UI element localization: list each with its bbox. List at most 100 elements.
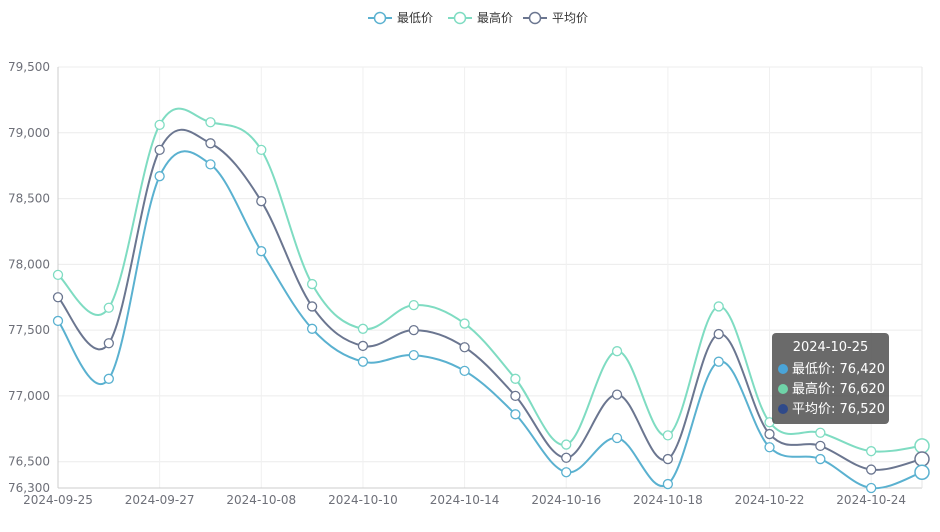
y-tick-label: 79,000 (8, 126, 50, 140)
data-point[interactable] (306, 301, 318, 312)
data-point[interactable] (662, 478, 674, 490)
tooltip-dot-low (778, 364, 788, 374)
legend-item-2[interactable]: 平均价 (523, 11, 588, 25)
legend-item-0[interactable]: 最低价 (368, 11, 433, 25)
data-point[interactable] (408, 349, 419, 361)
y-tick-label: 78,500 (8, 192, 50, 206)
tooltip-label-low: 最低价: (792, 362, 836, 377)
data-point[interactable] (662, 430, 674, 441)
data-point[interactable] (154, 119, 165, 131)
tooltip-date: 2024-10-25 (792, 340, 869, 355)
series-line-0 (57, 150, 923, 490)
legend-label: 最高价 (477, 10, 513, 25)
data-point[interactable] (256, 196, 267, 207)
data-point[interactable] (357, 356, 369, 367)
tooltip-value-low: 76,420 (839, 362, 886, 377)
data-point[interactable] (713, 301, 724, 312)
data-point[interactable] (510, 409, 521, 420)
tooltip-dot-avg (778, 404, 788, 414)
x-tick-label: 2024-10-18 (633, 493, 703, 507)
y-tick-label: 76,500 (8, 455, 50, 469)
data-point[interactable] (510, 373, 521, 384)
tooltip-dot-high (778, 384, 788, 394)
x-tick-label: 2024-09-27 (125, 493, 195, 507)
data-point[interactable] (561, 439, 572, 450)
data-point[interactable] (459, 342, 470, 353)
legend-label: 最低价 (397, 11, 433, 25)
data-point[interactable] (306, 278, 318, 290)
tooltip-row-high: 最高价: 76,620 (778, 380, 886, 400)
tooltip-value-avg: 76,520 (839, 402, 886, 417)
tooltip-row-low: 最低价: 76,420 (778, 360, 886, 380)
legend-swatch-marker (528, 11, 542, 25)
data-point[interactable] (459, 365, 470, 377)
data-point[interactable] (764, 428, 775, 440)
data-point[interactable] (815, 440, 826, 452)
tooltip-label-avg: 平均价: (792, 402, 836, 417)
legend-swatch-marker (373, 11, 387, 25)
x-tick-label: 2024-10-10 (328, 493, 398, 507)
data-point[interactable] (103, 302, 114, 313)
x-tick-label: 2024-10-14 (430, 493, 500, 507)
data-point[interactable] (205, 117, 216, 128)
data-point[interactable] (205, 138, 216, 149)
series-points (52, 117, 930, 494)
data-point[interactable] (154, 171, 165, 182)
data-point[interactable] (510, 390, 521, 402)
data-point[interactable] (256, 246, 267, 257)
chart-tooltip: 2024-10-25 最低价: 76,420 最高价: 76,620 平均价: … (772, 333, 889, 424)
data-point[interactable] (154, 144, 165, 156)
data-point[interactable] (764, 442, 775, 453)
data-point[interactable] (713, 328, 724, 340)
data-point[interactable] (815, 427, 826, 438)
legend-swatch-marker (453, 11, 467, 25)
data-point[interactable] (52, 269, 64, 281)
data-point[interactable] (256, 144, 267, 156)
axes: 76,300 76,500 77,000 77,500 78,000 78,500 79,0… (8, 60, 923, 507)
y-tick-label: 77,500 (8, 323, 50, 337)
data-point[interactable] (103, 338, 114, 349)
data-point[interactable] (52, 292, 64, 303)
data-point[interactable] (914, 464, 930, 480)
x-tick-label: 2024-10-16 (531, 493, 601, 507)
data-point[interactable] (408, 324, 419, 336)
series-lines (57, 107, 923, 490)
x-tick-label: 2024-10-08 (226, 493, 296, 507)
data-point[interactable] (459, 318, 470, 329)
data-point[interactable] (914, 438, 930, 454)
legend: 最低价 最高价 平均价 (368, 10, 588, 25)
data-point[interactable] (815, 453, 826, 465)
data-point[interactable] (866, 482, 877, 494)
data-point[interactable] (611, 346, 623, 357)
data-point[interactable] (357, 340, 369, 352)
y-tick-label: 79,500 (8, 60, 50, 74)
tooltip-value-high: 76,620 (839, 382, 886, 397)
data-point[interactable] (611, 432, 623, 444)
tooltip-label-high: 最高价: (792, 382, 836, 397)
legend-label: 平均价 (552, 11, 588, 25)
data-point[interactable] (662, 453, 674, 465)
y-tick-label: 77,000 (8, 389, 50, 403)
data-point[interactable] (306, 323, 318, 334)
data-point[interactable] (914, 451, 930, 467)
data-point[interactable] (357, 323, 369, 334)
x-tick-label: 2024-10-22 (735, 493, 805, 507)
y-tick-label: 78,000 (8, 257, 50, 271)
tooltip-row-avg: 平均价: 76,520 (778, 400, 886, 420)
series-line-2 (57, 128, 923, 471)
data-point[interactable] (205, 159, 216, 170)
data-point[interactable] (866, 446, 877, 457)
data-point[interactable] (611, 389, 623, 400)
y-tick-label: 76,300 (8, 481, 50, 495)
data-point[interactable] (866, 464, 877, 475)
data-point[interactable] (561, 452, 572, 463)
x-tick-label: 2024-10-24 (836, 493, 906, 507)
series-line-1 (57, 107, 923, 453)
legend-item-1[interactable]: 最高价 (448, 10, 513, 25)
data-point[interactable] (561, 467, 572, 478)
data-point[interactable] (52, 315, 64, 327)
data-point[interactable] (713, 356, 724, 367)
data-point[interactable] (103, 373, 114, 384)
data-point[interactable] (408, 299, 419, 311)
